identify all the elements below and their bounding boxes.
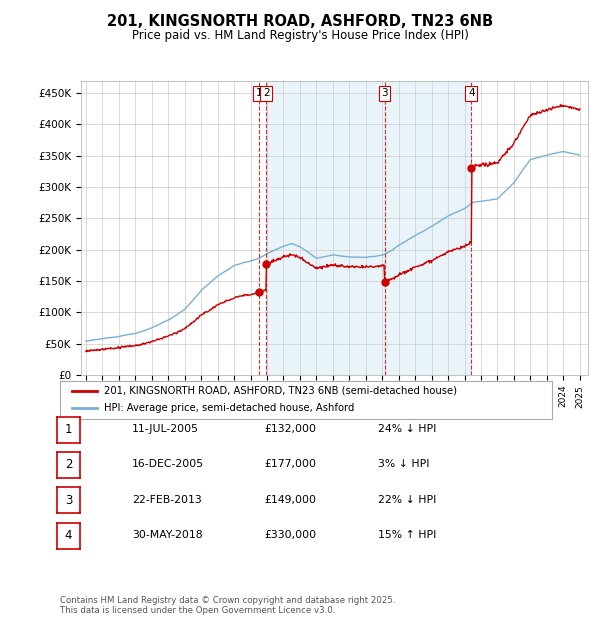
Text: 30-MAY-2018: 30-MAY-2018 [132,530,203,540]
Text: Price paid vs. HM Land Registry's House Price Index (HPI): Price paid vs. HM Land Registry's House … [131,30,469,42]
Text: 4: 4 [65,529,72,542]
Text: 2: 2 [65,459,72,471]
Text: 16-DEC-2005: 16-DEC-2005 [132,459,204,469]
Text: 22% ↓ HPI: 22% ↓ HPI [378,495,436,505]
Text: 2: 2 [263,88,269,98]
Text: 22-FEB-2013: 22-FEB-2013 [132,495,202,505]
Text: 201, KINGSNORTH ROAD, ASHFORD, TN23 6NB (semi-detached house): 201, KINGSNORTH ROAD, ASHFORD, TN23 6NB … [104,386,457,396]
Text: 1: 1 [256,88,263,98]
Text: 201, KINGSNORTH ROAD, ASHFORD, TN23 6NB: 201, KINGSNORTH ROAD, ASHFORD, TN23 6NB [107,14,493,29]
Text: £330,000: £330,000 [264,530,316,540]
Text: 1: 1 [65,423,72,436]
Text: £177,000: £177,000 [264,459,316,469]
Text: 11-JUL-2005: 11-JUL-2005 [132,424,199,434]
Text: 3% ↓ HPI: 3% ↓ HPI [378,459,430,469]
Text: £132,000: £132,000 [264,424,316,434]
Text: Contains HM Land Registry data © Crown copyright and database right 2025.
This d: Contains HM Land Registry data © Crown c… [60,596,395,615]
Text: 3: 3 [381,88,388,98]
Text: HPI: Average price, semi-detached house, Ashford: HPI: Average price, semi-detached house,… [104,403,355,413]
Text: 4: 4 [468,88,475,98]
Text: 15% ↑ HPI: 15% ↑ HPI [378,530,436,540]
Bar [266,81,385,375]
Text: £149,000: £149,000 [264,495,316,505]
Text: 3: 3 [65,494,72,507]
Text: 24% ↓ HPI: 24% ↓ HPI [378,424,436,434]
Bar [385,81,471,375]
